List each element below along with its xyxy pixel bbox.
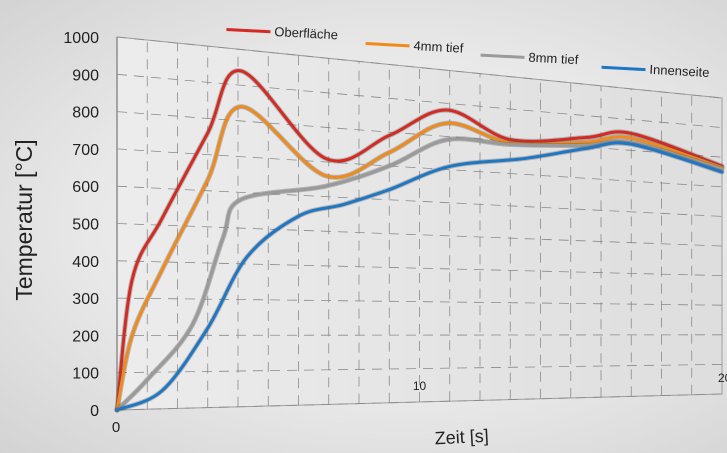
y-tick-label: 400	[72, 254, 99, 271]
y-tick-label: 500	[72, 217, 99, 234]
y-axis-label: Temperatur [°C]	[11, 139, 37, 300]
x-tick-label: 20	[718, 371, 727, 385]
x-tick-label: 0	[112, 419, 120, 436]
y-tick-label: 1000	[63, 30, 99, 47]
legend-item-8mm-tief: 8mm tief	[480, 50, 579, 68]
legend-label-oberfläche: Oberfläche	[274, 24, 338, 42]
legend-swatch-innenseite	[601, 65, 646, 72]
x-tick-label: 10	[413, 379, 427, 393]
y-tick-label: 700	[72, 142, 99, 159]
series-line-8mm-tief	[115, 137, 724, 412]
legend-item-innenseite: Innenseite	[601, 62, 710, 80]
x-axis-label: Zeit [s]	[434, 426, 489, 449]
legend-swatch-4mm-tief	[365, 42, 410, 48]
legend-swatch-oberfläche	[226, 27, 271, 34]
series-line-oberfläche	[115, 69, 724, 412]
legend-label-innenseite: Innenseite	[649, 62, 710, 80]
y-tick-label: 600	[72, 179, 99, 196]
y-tick-label: 800	[72, 105, 99, 122]
legend-swatch-8mm-tief	[480, 53, 525, 59]
y-tick-label: 200	[72, 328, 99, 345]
y-tick-label: 100	[72, 366, 99, 383]
y-tick-label: 900	[72, 67, 99, 84]
legend-label-8mm-tief: 8mm tief	[528, 50, 579, 68]
legend-label-4mm-tief: 4mm tief	[413, 38, 464, 56]
series-line-innenseite	[115, 141, 724, 412]
y-tick-label: 0	[90, 403, 99, 420]
y-tick-label: 300	[72, 291, 99, 308]
legend-item-4mm-tief: 4mm tief	[365, 38, 464, 56]
legend-item-oberfläche: Oberfläche	[226, 24, 338, 42]
series-line-4mm-tief	[115, 105, 724, 412]
